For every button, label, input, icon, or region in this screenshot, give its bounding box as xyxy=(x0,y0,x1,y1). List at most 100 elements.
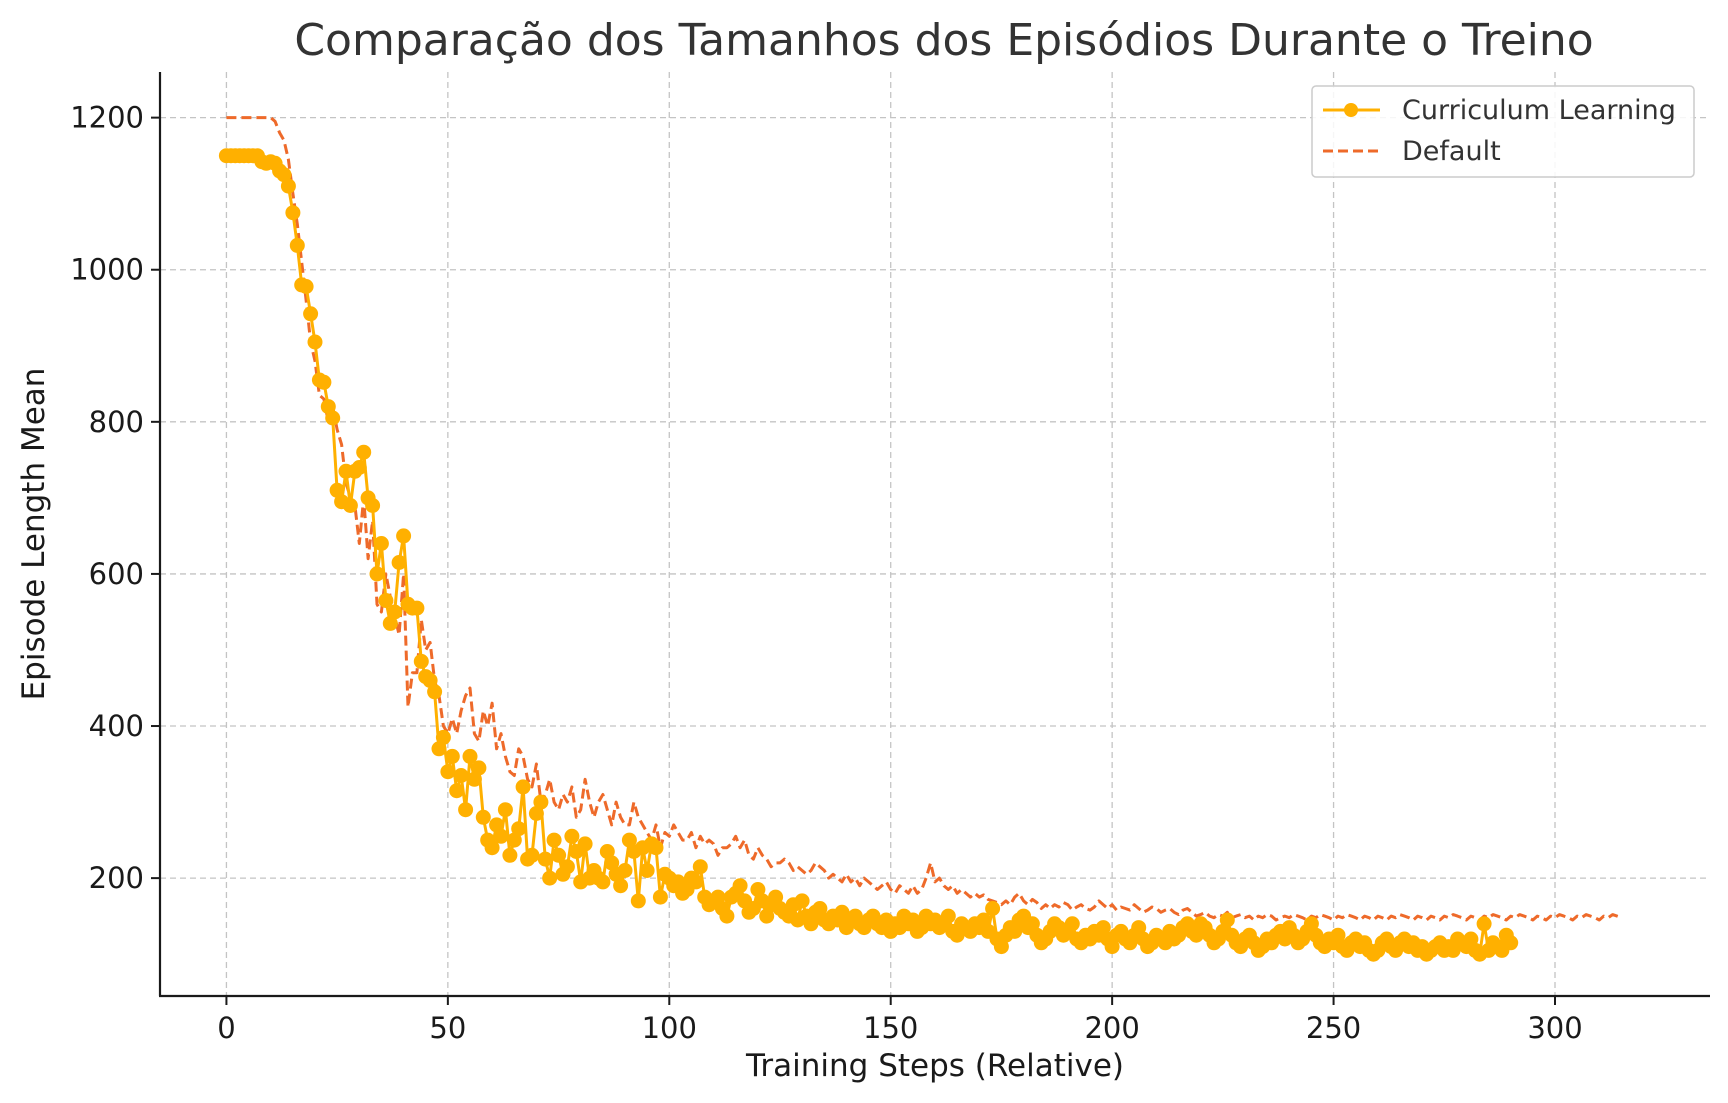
data-point-curriculum xyxy=(1104,939,1120,955)
data-point-curriculum xyxy=(413,653,429,669)
data-point-curriculum xyxy=(1476,916,1492,932)
data-point-curriculum xyxy=(652,889,668,905)
grid-lines xyxy=(160,72,1710,996)
data-point-curriculum xyxy=(599,844,615,859)
x-tick-label: 300 xyxy=(1527,1011,1582,1045)
data-point-curriculum xyxy=(546,832,562,848)
data-point-curriculum xyxy=(719,908,735,924)
data-point-curriculum xyxy=(511,821,527,837)
data-point-curriculum xyxy=(365,498,381,513)
data-point-curriculum xyxy=(794,893,810,909)
data-point-curriculum xyxy=(639,863,655,878)
data-point-curriculum xyxy=(524,847,540,863)
legend-label-default: Default xyxy=(1402,136,1501,167)
data-point-curriculum xyxy=(551,847,567,863)
y-tick-label: 800 xyxy=(89,405,144,439)
series-line-curriculum xyxy=(226,154,1512,956)
data-point-curriculum xyxy=(497,802,513,818)
data-point-curriculum xyxy=(342,498,358,513)
legend-box xyxy=(1311,85,1695,178)
data-point-curriculum xyxy=(533,794,549,810)
data-point-curriculum xyxy=(475,809,491,825)
y-tick-label: 1200 xyxy=(70,101,144,135)
data-point-curriculum xyxy=(976,912,992,928)
data-point-curriculum xyxy=(280,178,296,194)
data-point-curriculum xyxy=(462,748,478,764)
data-point-curriculum xyxy=(1463,931,1479,947)
data-point-curriculum xyxy=(320,399,336,415)
data-point-curriculum xyxy=(391,555,407,570)
data-point-curriculum xyxy=(812,901,828,916)
data-point-curriculum xyxy=(329,482,345,498)
data-point-curriculum xyxy=(692,859,708,875)
data-point-curriculum xyxy=(515,779,531,795)
x-axis-ticks: 0 50 100 150 200 250 300 xyxy=(217,996,1583,1045)
chart-title: Comparação dos Tamanhos dos Episódios Du… xyxy=(294,15,1593,66)
x-tick-label: 0 xyxy=(217,1011,235,1045)
data-point-curriculum xyxy=(648,840,664,856)
data-point-curriculum xyxy=(466,771,482,787)
data-point-curriculum xyxy=(325,410,341,426)
series-markers-curriculum xyxy=(218,148,1519,962)
data-point-curriculum xyxy=(276,167,292,183)
data-point-curriculum xyxy=(422,672,438,688)
data-point-curriculum xyxy=(351,460,367,475)
data-point-curriculum xyxy=(1503,935,1519,951)
y-axis-ticks: 200 400 600 800 1000 1200 xyxy=(70,101,160,895)
data-point-curriculum xyxy=(559,859,575,875)
y-tick-label: 200 xyxy=(89,861,144,895)
data-point-curriculum xyxy=(387,604,403,620)
y-tick-label: 1000 xyxy=(70,253,144,287)
data-point-curriculum xyxy=(431,741,447,757)
series-line-default xyxy=(226,116,1622,922)
data-point-curriculum xyxy=(307,334,323,350)
data-point-curriculum xyxy=(688,874,704,890)
data-point-curriculum xyxy=(604,855,620,871)
data-point-curriculum xyxy=(768,889,784,905)
y-tick-label: 600 xyxy=(89,557,144,591)
data-point-curriculum xyxy=(1064,916,1080,932)
data-point-curriculum xyxy=(484,840,500,856)
data-point-curriculum xyxy=(803,916,819,932)
data-point-curriculum xyxy=(759,908,775,924)
data-point-curriculum xyxy=(435,729,451,745)
data-point-curriculum xyxy=(489,817,505,833)
data-point-curriculum xyxy=(732,878,748,894)
data-point-curriculum xyxy=(303,306,319,322)
data-point-curriculum xyxy=(506,832,522,848)
data-point-curriculum xyxy=(396,528,412,544)
data-point-curriculum xyxy=(993,939,1009,955)
data-point-curriculum xyxy=(440,764,456,780)
x-axis-label: Training Steps (Relative) xyxy=(745,1048,1124,1084)
data-point-curriculum xyxy=(471,760,487,776)
data-point-curriculum xyxy=(613,878,629,894)
data-point-curriculum xyxy=(427,684,443,700)
data-point-curriculum xyxy=(378,593,394,608)
data-point-curriculum xyxy=(621,832,637,848)
data-point-curriculum xyxy=(710,889,726,905)
data-point-curriculum xyxy=(577,836,593,852)
data-point-curriculum xyxy=(1007,923,1023,939)
legend-label-curriculum: Curriculum Learning xyxy=(1402,95,1676,126)
data-point-curriculum xyxy=(537,851,553,867)
data-point-curriculum xyxy=(369,566,385,582)
data-point-curriculum xyxy=(1219,912,1235,928)
data-point-curriculum xyxy=(1131,920,1147,936)
data-point-curriculum xyxy=(298,279,314,294)
data-point-curriculum xyxy=(493,828,509,844)
data-point-curriculum xyxy=(1095,920,1111,936)
data-point-curriculum xyxy=(449,783,465,799)
data-point-curriculum xyxy=(1024,916,1040,932)
x-tick-label: 150 xyxy=(863,1011,918,1045)
data-point-curriculum xyxy=(285,205,301,221)
data-point-curriculum xyxy=(502,847,518,863)
data-point-curriculum xyxy=(1303,916,1319,932)
data-point-curriculum xyxy=(316,374,332,390)
plot-series xyxy=(218,116,1622,962)
x-tick-label: 200 xyxy=(1084,1011,1139,1045)
data-point-curriculum xyxy=(453,768,469,783)
data-point-curriculum xyxy=(985,901,1001,916)
legend-marker-curriculum xyxy=(1344,103,1358,117)
y-tick-label: 400 xyxy=(89,709,144,743)
